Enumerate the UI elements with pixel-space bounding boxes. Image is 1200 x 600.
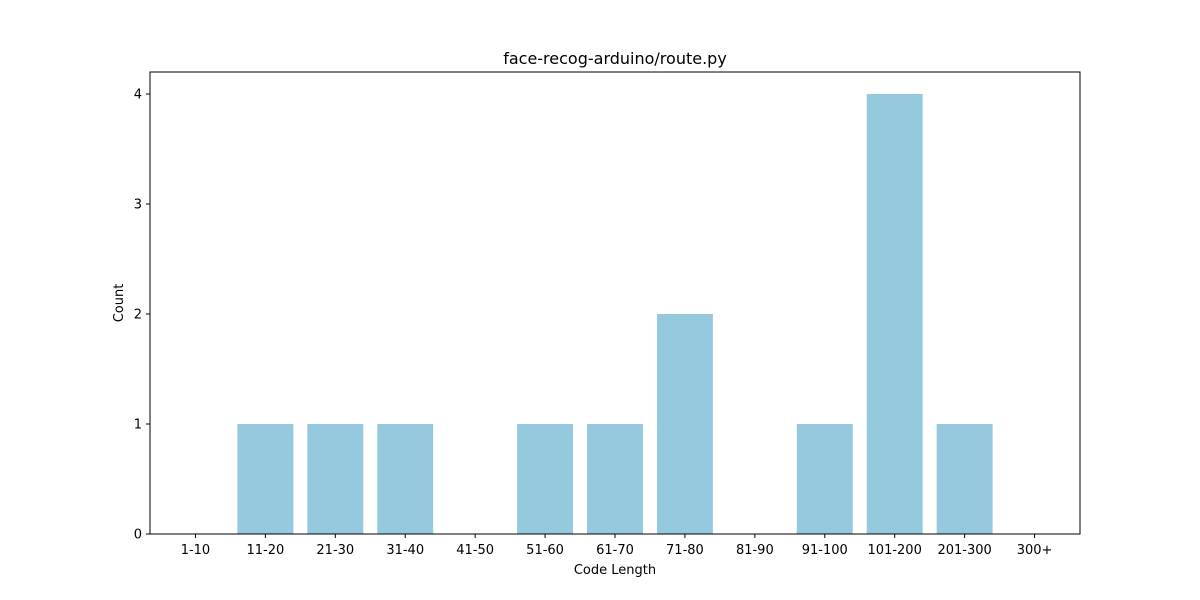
x-tick-label: 71-80 <box>666 543 704 558</box>
bars-group <box>237 94 993 534</box>
bar-11-20 <box>237 424 294 534</box>
x-tick-label: 31-40 <box>386 543 424 558</box>
bar-201-300 <box>936 424 993 534</box>
bar-51-60 <box>517 424 574 534</box>
x-axis-ticks: 1-10 11-20 21-30 31-40 41-50 51-60 61-70 71-80 8… <box>181 534 1053 558</box>
y-tick-label: 4 <box>134 88 142 103</box>
bar-101-200 <box>866 94 923 534</box>
bar-21-30 <box>307 424 364 534</box>
y-tick-label: 2 <box>134 308 142 323</box>
x-tick-label: 201-300 <box>937 543 991 558</box>
bar-31-40 <box>377 424 434 534</box>
x-tick-label: 1-10 <box>181 543 211 558</box>
x-tick-label: 11-20 <box>246 543 284 558</box>
bar-61-70 <box>587 424 643 534</box>
x-axis-label: Code Length <box>574 563 656 578</box>
y-tick-label: 3 <box>134 198 142 213</box>
x-tick-label: 81-90 <box>736 543 774 558</box>
x-tick-label: 101-200 <box>868 543 922 558</box>
bar-71-80 <box>656 314 713 534</box>
x-tick-label: 91-100 <box>802 543 848 558</box>
y-tick-label: 0 <box>134 528 142 543</box>
x-tick-label: 41-50 <box>456 543 494 558</box>
x-tick-label: 21-30 <box>316 543 354 558</box>
x-tick-label: 51-60 <box>526 543 564 558</box>
x-tick-label: 61-70 <box>596 543 634 558</box>
x-tick-label: 300+ <box>1017 543 1053 558</box>
chart-title: face-recog-arduino/route.py <box>503 49 727 68</box>
y-axis-label: Count <box>112 284 127 323</box>
y-axis-ticks: 0 1 2 3 4 <box>134 88 150 543</box>
y-tick-label: 1 <box>134 418 142 433</box>
bar-91-100 <box>796 424 853 534</box>
